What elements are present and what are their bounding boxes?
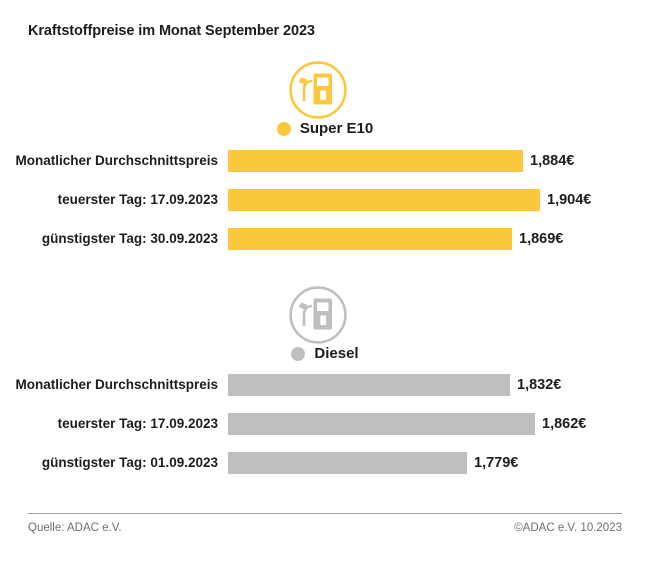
bar-super-cheapest-day <box>228 228 512 250</box>
bar-label: Monatlicher Durchschnittspreis <box>15 377 218 392</box>
bar-row-diesel-max: teuerster Tag: 17.09.2023 1,862€ <box>0 413 650 435</box>
bar-row-diesel-avg: Monatlicher Durchschnittspreis 1,832€ <box>0 374 650 396</box>
bar-row-super-min: günstigster Tag: 30.09.2023 1,869€ <box>0 228 650 250</box>
bar-value: 1,904€ <box>547 192 592 208</box>
fuel-pump-icon <box>288 285 348 345</box>
bar-value: 1,884€ <box>530 153 575 169</box>
bar-diesel-average <box>228 374 510 396</box>
bar-value: 1,779€ <box>474 455 519 471</box>
legend-diesel: Diesel <box>0 345 650 362</box>
legend-label-super-e10: Super E10 <box>299 120 374 137</box>
bar-label: Monatlicher Durchschnittspreis <box>15 153 218 168</box>
legend-dot-diesel <box>291 346 306 361</box>
footer-divider <box>28 513 622 514</box>
bar-row-super-max: teuerster Tag: 17.09.2023 1,904€ <box>0 189 650 211</box>
legend-dot-super-e10 <box>276 121 291 136</box>
bar-value: 1,869€ <box>519 231 564 247</box>
bar-label: teuerster Tag: 17.09.2023 <box>57 192 218 207</box>
bar-super-average <box>228 150 523 172</box>
footer-copyright: ©ADAC e.V. 10.2023 <box>514 522 622 534</box>
bar-diesel-most-expensive-day <box>228 413 535 435</box>
fuel-pump-icon <box>288 60 348 120</box>
bar-label: günstigster Tag: 30.09.2023 <box>41 231 218 246</box>
bar-label: teuerster Tag: 17.09.2023 <box>57 416 218 431</box>
legend-super-e10: Super E10 <box>0 120 650 137</box>
page-title: Kraftstoffpreise im Monat September 2023 <box>28 23 315 39</box>
bar-diesel-cheapest-day <box>228 452 467 474</box>
footer-source: Quelle: ADAC e.V. <box>28 522 122 534</box>
bar-value: 1,832€ <box>517 377 562 393</box>
legend-label-diesel: Diesel <box>314 345 359 362</box>
bar-value: 1,862€ <box>542 416 587 432</box>
bar-row-super-avg: Monatlicher Durchschnittspreis 1,884€ <box>0 150 650 172</box>
bar-label: günstigster Tag: 01.09.2023 <box>41 455 218 470</box>
bar-super-most-expensive-day <box>228 189 540 211</box>
bar-row-diesel-min: günstigster Tag: 01.09.2023 1,779€ <box>0 452 650 474</box>
